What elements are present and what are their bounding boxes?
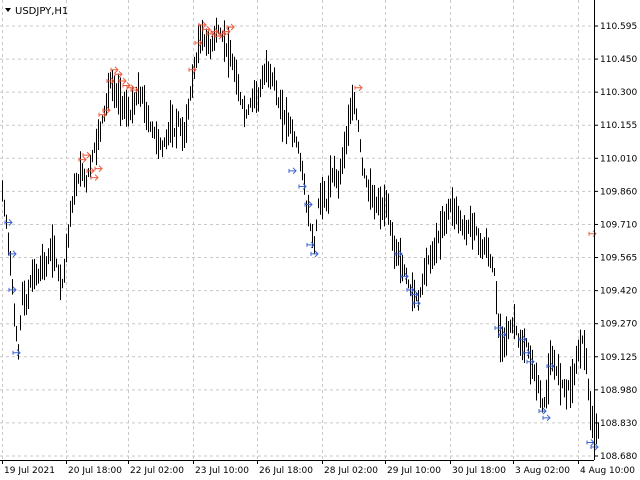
sell-arrow-icon — [226, 23, 235, 31]
buy-arrow-icon — [542, 414, 551, 422]
sell-arrow-icon — [94, 165, 103, 172]
sell-arrow-icon — [194, 39, 203, 47]
x-tick-label: 28 Jul 02:00 — [324, 466, 378, 476]
sell-arrow-icon — [102, 106, 111, 114]
sell-arrow-icon — [210, 28, 219, 35]
x-tick-label: 20 Jul 18:00 — [68, 466, 122, 476]
sell-arrow-icon — [90, 174, 99, 181]
x-tick-label: 19 Jul 2021 — [4, 466, 55, 476]
buy-arrow-icon — [304, 201, 313, 208]
sell-arrow-icon — [82, 151, 91, 159]
sell-arrow-icon — [86, 167, 95, 175]
y-tick-label: 110.010 — [600, 154, 637, 164]
y-tick-label: 110.450 — [600, 55, 637, 65]
buy-arrow-icon — [494, 324, 503, 332]
buy-arrow-icon — [522, 349, 531, 357]
sell-arrow-icon — [114, 70, 123, 78]
buy-arrow-icon — [498, 331, 507, 339]
buy-arrow-icon — [12, 349, 21, 357]
sell-arrow-icon — [202, 26, 211, 33]
buy-arrow-icon — [538, 407, 547, 415]
sell-arrow-icon — [98, 111, 107, 119]
buy-arrow-icon — [518, 335, 527, 343]
sell-arrow-icon — [110, 66, 119, 74]
y-tick-label: 109.710 — [600, 220, 637, 230]
buy-arrow-icon — [298, 183, 307, 190]
sell-arrow-icon — [222, 28, 231, 35]
x-axis: 19 Jul 2021 20 Jul 18:00 22 Jul 02:00 23 Ju… — [2, 460, 635, 476]
triangle-down-icon[interactable] — [5, 8, 11, 12]
buy-arrow-icon — [8, 250, 17, 258]
x-tick-label: 26 Jul 18:00 — [259, 466, 313, 476]
x-tick-label: 3 Aug 02:00 — [515, 466, 570, 476]
buy-arrow-icon — [394, 250, 403, 258]
sell-arrow-icon — [198, 21, 207, 29]
y-tick-label: 108.680 — [600, 452, 637, 462]
sell-arrow-icon — [106, 77, 115, 85]
buy-arrow-icon — [410, 290, 419, 298]
symbol-title: USDJPY,H1 — [15, 6, 68, 17]
buy-arrow-icon — [412, 299, 421, 307]
symbol-header[interactable]: USDJPY,H1 — [5, 6, 68, 17]
buy-arrow-icon — [400, 273, 409, 280]
chart-frame — [0, 0, 595, 461]
y-tick-label: 110.155 — [600, 121, 637, 131]
y-axis: 110.595 110.450 110.300 110.155 110.010 109.8… — [594, 22, 637, 462]
x-tick-label: 23 Jul 10:00 — [195, 466, 249, 476]
y-tick-label: 109.565 — [600, 254, 637, 264]
sell-arrow-icon — [118, 77, 127, 85]
y-tick-label: 108.980 — [600, 386, 637, 396]
y-tick-label: 109.420 — [600, 287, 637, 297]
y-tick-label: 110.300 — [600, 88, 637, 98]
x-tick-label: 29 Jul 10:00 — [387, 466, 441, 476]
x-tick-label: 4 Aug 10:00 — [580, 466, 635, 476]
sell-arrow-icon — [78, 156, 87, 163]
y-tick-label: 109.125 — [600, 353, 637, 363]
buy-arrow-icon — [526, 358, 535, 366]
buy-arrow-icon — [306, 241, 315, 249]
x-tick-label: 22 Jul 02:00 — [130, 466, 184, 476]
y-tick-label: 109.270 — [600, 320, 637, 330]
buy-signal-arrows — [4, 167, 599, 451]
sell-signal-arrows — [78, 21, 597, 238]
buy-arrow-icon — [406, 286, 415, 294]
buy-arrow-icon — [8, 286, 17, 294]
buy-arrow-icon — [310, 250, 319, 258]
y-tick-label: 110.595 — [600, 22, 637, 32]
sell-arrow-icon — [354, 84, 363, 92]
x-tick-label: 30 Jul 18:00 — [452, 466, 506, 476]
grid-lines — [0, 0, 594, 460]
y-tick-label: 108.830 — [600, 419, 637, 429]
sell-arrow-icon — [188, 66, 197, 74]
buy-arrow-icon — [4, 219, 13, 226]
buy-arrow-icon — [546, 362, 555, 370]
sell-arrow-icon — [130, 86, 139, 94]
buy-arrow-icon — [288, 167, 297, 175]
y-tick-label: 109.860 — [600, 187, 637, 197]
